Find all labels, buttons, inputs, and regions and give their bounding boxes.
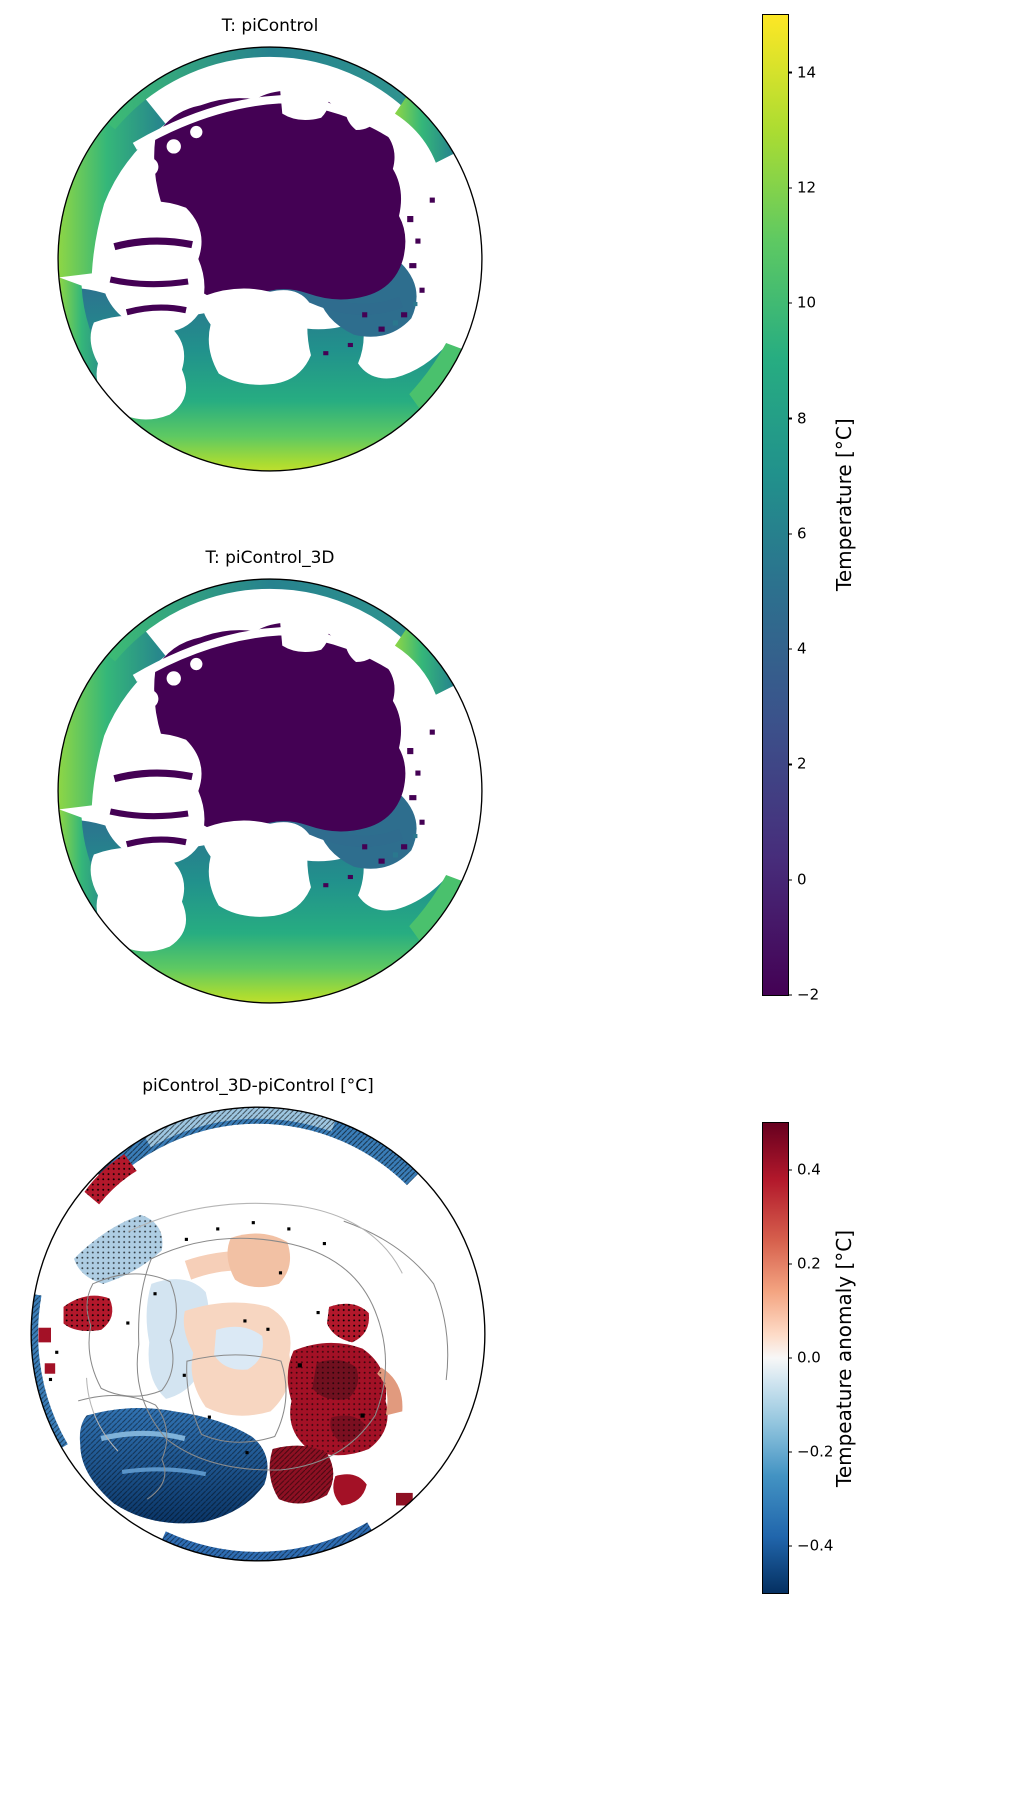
map-piControl: [55, 44, 485, 478]
temperature-colorbar-gradient: [763, 15, 788, 995]
cb2-tick-neg0p4: −0.4: [788, 1538, 833, 1554]
cb1-tick-0: 0: [788, 872, 807, 887]
cb1-tick-8: 8: [788, 411, 807, 426]
map-anomaly-graphic: [30, 1106, 486, 1562]
temperature-colorbar: 14 12 10 8 6 4 2 0 −2: [762, 14, 819, 1002]
map-boundary: [30, 1106, 486, 1562]
purple-speckles: [323, 197, 435, 356]
cb1-tick-4: 4: [788, 641, 807, 657]
coastline-contours: [78, 1220, 449, 1500]
light-contours: [86, 1202, 403, 1452]
cb2-tick-neg0p2: −0.2: [788, 1444, 833, 1460]
map-piControl-3D-graphic: [55, 576, 485, 1006]
map-piControl-3D: [55, 576, 485, 1010]
anomaly-colorbar-gradient: [763, 1123, 788, 1593]
cb1-tick-10: 10: [788, 295, 816, 311]
cb1-tick-2: 2: [788, 756, 807, 772]
cb1-tick-12: 12: [788, 180, 816, 195]
significance-stippling: [126, 1221, 365, 1455]
map-boundary: [57, 46, 483, 472]
cb2-tick-0p0: 0.0: [788, 1350, 821, 1366]
cb1-tick-neg2: −2: [788, 987, 819, 1003]
temperature-colorbar-label: Temperature [°C]: [832, 418, 856, 592]
cb1-tick-6: 6: [788, 526, 807, 541]
map-anomaly: [28, 1104, 488, 1568]
anomaly-colorbar-label: Tempeature anomaly [°C]: [832, 1229, 856, 1487]
map-piControl-graphic: [57, 46, 483, 472]
map3-title: piControl_3D-piControl [°C]: [142, 1076, 374, 1096]
cb1-tick-14: 14: [788, 65, 816, 80]
cb2-tick-0p2: 0.2: [788, 1256, 821, 1272]
map2-title: T: piControl_3D: [205, 548, 335, 568]
cb2-tick-0p4: 0.4: [788, 1162, 821, 1178]
anomaly-colorbar: 0.4 0.2 0.0 −0.2 −0.4: [762, 1122, 833, 1594]
map1-title: T: piControl: [221, 16, 319, 36]
